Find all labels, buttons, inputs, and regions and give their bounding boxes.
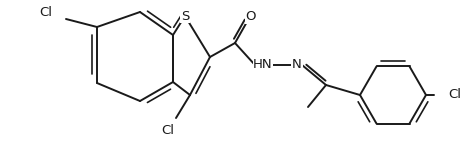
Text: S: S [181,10,189,22]
Text: Cl: Cl [39,5,52,19]
Text: N: N [292,59,302,71]
Text: HN: HN [253,59,273,71]
Text: Cl: Cl [162,124,174,136]
Text: Cl: Cl [448,89,461,101]
Text: O: O [246,11,256,24]
